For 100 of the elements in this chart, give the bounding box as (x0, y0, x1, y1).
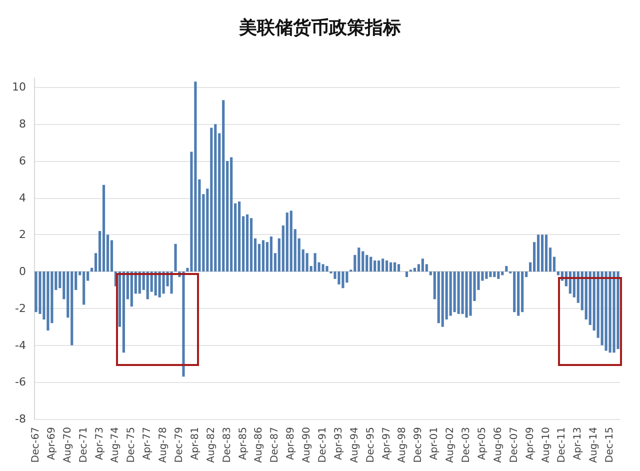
x-tick-label: Dec-07 (508, 427, 520, 463)
bar (182, 272, 185, 377)
x-tick-label: Dec-03 (461, 427, 472, 463)
bar (449, 272, 452, 316)
bar (517, 272, 520, 316)
bar (513, 272, 516, 312)
bar (238, 201, 241, 272)
bar (222, 100, 225, 272)
bar (501, 272, 504, 276)
bar (230, 157, 233, 272)
x-tick-label: Aug-94 (349, 427, 360, 463)
bar (604, 272, 608, 351)
x-tick-label: Aug-74 (110, 427, 122, 463)
bar (497, 272, 500, 279)
bar (362, 251, 364, 272)
bar (469, 272, 472, 316)
bar (453, 272, 456, 312)
bar (505, 266, 508, 272)
x-tick-label: Apr-09 (524, 427, 536, 460)
y-tick-label: -2 (15, 302, 26, 315)
x-tick-label: Dec-79 (174, 427, 186, 463)
x-tick-label: Aug-14 (588, 427, 600, 463)
bar (130, 272, 133, 307)
bar (374, 260, 376, 272)
bar (521, 272, 524, 312)
bar (437, 272, 440, 324)
bar (122, 272, 125, 353)
x-tick-label: Dec-71 (78, 427, 90, 463)
y-tick-label: -4 (15, 338, 26, 352)
bar (34, 272, 38, 312)
x-tick-label: Aug-78 (158, 427, 170, 463)
y-tick-label: 2 (19, 228, 26, 242)
bar (262, 240, 265, 272)
bar (366, 254, 368, 272)
bar (170, 272, 173, 294)
y-tick-label: 10 (12, 80, 26, 94)
bar (413, 268, 416, 272)
bar (70, 272, 74, 346)
bar (102, 184, 106, 272)
bar (405, 272, 408, 278)
x-tick-label: Aug-98 (397, 427, 408, 463)
bar (210, 128, 213, 272)
bar (616, 272, 620, 349)
x-tick-label: Aug-90 (302, 427, 313, 463)
x-tick-label: Apr-73 (94, 427, 106, 460)
y-tick-label: 0 (19, 265, 26, 278)
bar (342, 272, 344, 288)
y-tick-label: -6 (15, 376, 26, 389)
bar (338, 272, 340, 284)
bar (608, 272, 612, 353)
bar (370, 256, 372, 272)
y-tick-label: 6 (19, 154, 26, 168)
bar (461, 272, 464, 314)
x-tick-label: Dec-83 (222, 427, 233, 463)
bar (421, 258, 424, 272)
chart-title: 美联储货币政策指标 (238, 18, 401, 38)
x-tick-label: Apr-05 (476, 427, 488, 460)
y-tick-label: 8 (19, 118, 26, 131)
x-tick-label: Dec-91 (318, 427, 329, 463)
x-tick-label: Dec-95 (365, 427, 376, 463)
y-tick-label: 4 (19, 191, 26, 204)
bar (194, 82, 197, 272)
bar (389, 262, 392, 272)
bar (214, 124, 217, 272)
bar (314, 253, 316, 272)
bar (306, 253, 308, 272)
x-tick-label: Dec-99 (413, 427, 424, 463)
bar (612, 272, 616, 353)
bar (485, 272, 488, 279)
x-tick-label: Apr-85 (238, 427, 249, 460)
bar (158, 272, 161, 298)
bar (286, 212, 288, 272)
bar (378, 260, 380, 272)
bar (457, 272, 460, 314)
bar (358, 248, 360, 272)
bar (536, 234, 540, 272)
bar (493, 272, 496, 278)
x-tick-label: Dec-87 (270, 427, 281, 463)
x-tick-label: Dec-15 (604, 427, 616, 463)
x-tick-label: Aug-10 (540, 427, 552, 463)
bar (270, 236, 272, 272)
x-tick-label: Apr-81 (190, 427, 201, 460)
x-tick-label: Aug-70 (62, 427, 74, 463)
bar (393, 262, 396, 272)
bar (326, 266, 328, 272)
x-tick-label: Apr-13 (572, 427, 584, 460)
x-tick-label: Apr-69 (46, 427, 58, 460)
x-tick-label: Aug-02 (445, 427, 456, 463)
x-tick-label: Apr-01 (429, 427, 440, 460)
x-tick-label: Apr-89 (286, 427, 297, 460)
x-tick-label: Aug-86 (254, 427, 265, 463)
bar (489, 272, 492, 278)
bar (46, 272, 50, 331)
bar (250, 218, 253, 272)
x-tick-label: Apr-93 (333, 427, 344, 460)
bar (290, 210, 292, 272)
bar (540, 234, 544, 272)
bar (382, 258, 384, 272)
x-tick-label: Apr-97 (381, 427, 392, 460)
bar (82, 272, 86, 305)
